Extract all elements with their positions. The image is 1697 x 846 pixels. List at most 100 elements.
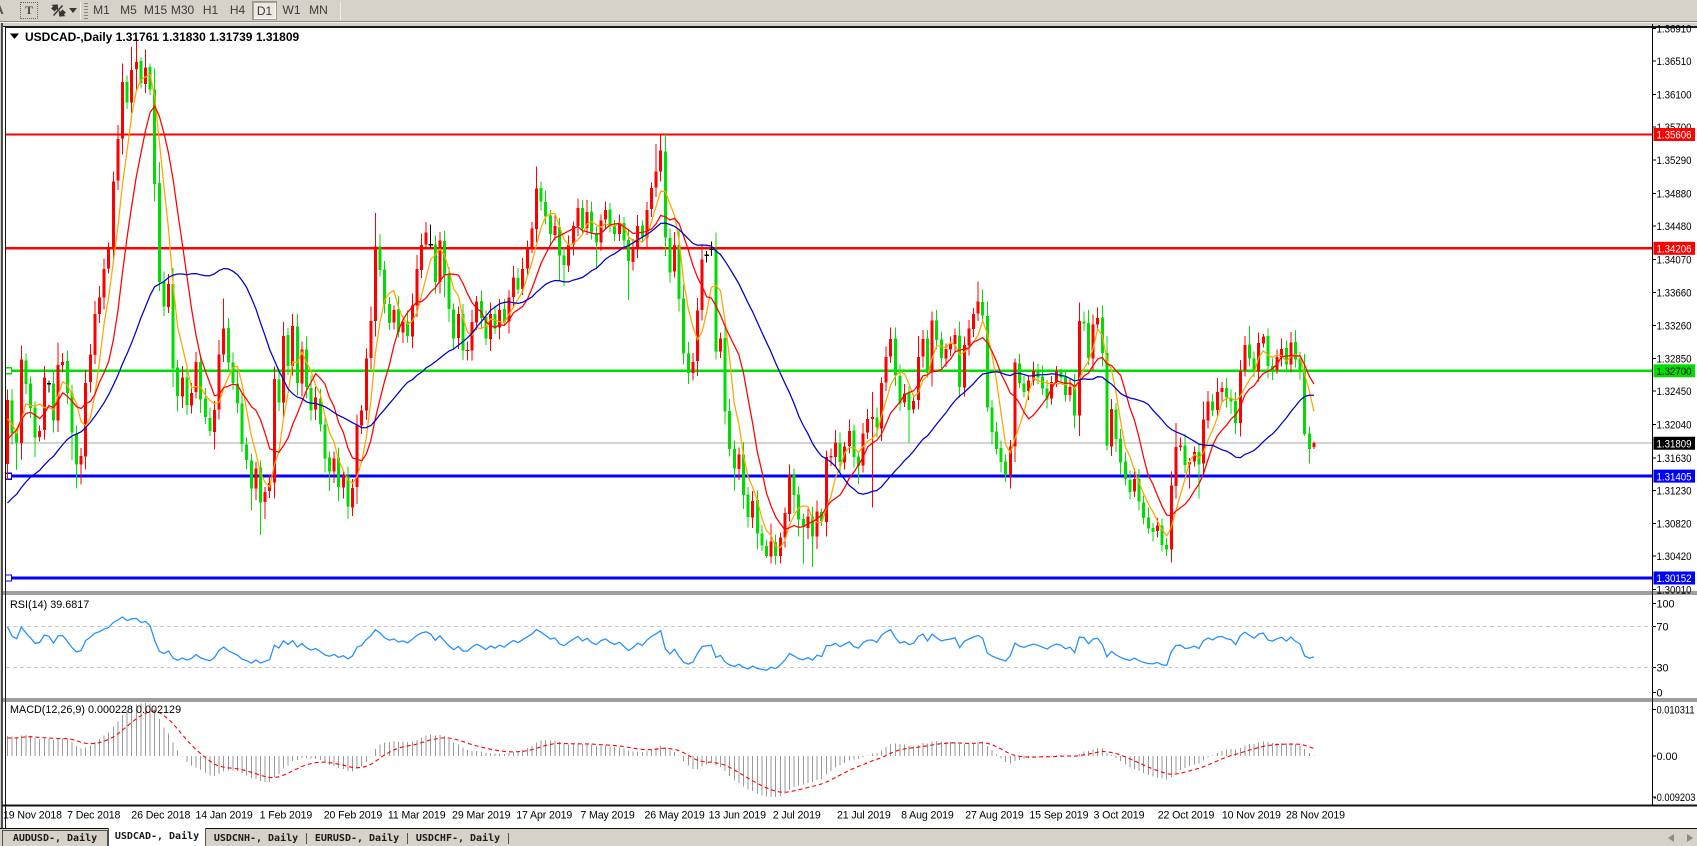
ma-line-sma10 (7, 104, 1315, 531)
date-tick-label: 15 Sep 2019 (1029, 810, 1088, 822)
price-tick-label: 1.36510 (1657, 56, 1692, 68)
date-tick-label: 3 Oct 2019 (1094, 810, 1145, 822)
main-plot-layer (6, 38, 1653, 582)
timeframe-button-h4[interactable]: H4 (229, 3, 246, 17)
timeframe-button-m5[interactable]: M5 (120, 3, 137, 17)
price-tick-label: 1.32450 (1657, 386, 1692, 398)
price-tick-label: 1.30010 (1657, 585, 1692, 597)
tab-audusddaily[interactable]: AUDUSD-, Daily (2, 830, 108, 846)
timeframe-button-m1[interactable]: M1 (93, 3, 110, 17)
partial-letter-icon: A (0, 1, 7, 19)
date-tick-label: 22 Oct 2019 (1158, 810, 1215, 822)
window-border-left-mid (3, 27, 5, 846)
price-tick-label: 1.34070 (1657, 254, 1692, 266)
tab-separator (407, 832, 408, 844)
toolbar-separator-2 (340, 2, 341, 20)
date-tick-label: 29 Mar 2019 (452, 810, 511, 822)
macd-panel-layer (7, 703, 1315, 797)
timeframe-button-d1[interactable]: D1 (252, 1, 277, 20)
rsi-axis-label: 30 (1657, 663, 1669, 675)
date-tick-label: 27 Aug 2019 (965, 810, 1024, 822)
price-tick-label: 1.34480 (1657, 221, 1692, 233)
ma-line-sma5 (7, 73, 1315, 549)
price-tag-bg-1.34206 (1653, 241, 1695, 255)
timeframe-button-m15[interactable]: M15 (143, 3, 168, 17)
price-tick-label: 1.32850 (1657, 354, 1692, 366)
hline-handle-1.31405[interactable] (6, 472, 13, 480)
price-tick-label: 1.30420 (1657, 551, 1692, 563)
macd-axis-label: -0.009203 (1654, 792, 1696, 804)
arrows-tool-icon[interactable] (50, 2, 67, 19)
chart-title: USDCAD-,Daily 1.31761 1.31830 1.31739 1.… (25, 30, 300, 44)
price-tick-label: 1.31630 (1657, 453, 1692, 465)
tab-scroll-left-icon[interactable] (1668, 834, 1674, 842)
arrows-dropdown-caret[interactable] (69, 8, 77, 13)
date-tick-label: 11 Mar 2019 (388, 810, 446, 822)
tab-usdcnhdaily[interactable]: USDCNH-, Daily (213, 833, 299, 844)
date-tick-label: 28 Nov 2019 (1286, 810, 1345, 822)
hline-handle-1.30152[interactable] (6, 574, 13, 582)
toolbar-separator (80, 2, 81, 20)
price-tick-label: 1.30820 (1657, 519, 1692, 531)
window-border-left-inner (4, 27, 6, 846)
tab-usdchfdaily[interactable]: USDCHF-, Daily (415, 833, 501, 844)
price-tick-label: 1.36910 (1657, 23, 1692, 35)
price-tag-1.30152: 1.30152 (1657, 573, 1692, 585)
price-tick-label: 1.32040 (1657, 419, 1692, 431)
tab-usdcaddaily[interactable]: USDCAD-, Daily (108, 828, 206, 846)
rsi-panel-layer (6, 616, 1653, 671)
price-tag-1.34206: 1.34206 (1657, 244, 1692, 256)
tab-group: USDCNH-, Daily EURUSD-, Daily USDCHF-, Dai… (206, 831, 516, 846)
date-tick-label: 7 Dec 2018 (67, 810, 120, 822)
rsi-label: RSI(14) 39.6817 (10, 599, 89, 611)
macd-label: MACD(12,26,9) 0.000228 0.002129 (10, 704, 181, 716)
date-tick-label: 26 May 2019 (645, 810, 705, 822)
price-tick-label: 1.31230 (1657, 485, 1692, 497)
price-tag-1.31809: 1.31809 (1657, 438, 1692, 450)
date-tick-label: 14 Jan 2019 (195, 810, 252, 822)
macd-axis-label: 0.00 (1657, 751, 1678, 763)
rsi-line (6, 616, 1315, 671)
macd-signal-line (7, 710, 1315, 793)
toolbar-grip[interactable] (84, 3, 88, 19)
date-tick-label: 8 Aug 2019 (901, 810, 954, 822)
hline-handle-1.32700[interactable] (6, 367, 13, 375)
tab-separator (306, 832, 307, 844)
date-tick-label: 10 Nov 2019 (1222, 810, 1281, 822)
price-tag-1.32700: 1.32700 (1657, 366, 1692, 378)
timeframe-button-mn[interactable]: MN (309, 3, 328, 17)
tab-eurusddaily[interactable]: EURUSD-, Daily (314, 833, 400, 844)
price-tick-label: 1.33260 (1657, 320, 1692, 332)
timeframe-button-w1[interactable]: W1 (282, 3, 301, 17)
timeframe-button-h1[interactable]: H1 (202, 3, 219, 17)
rsi-axis-label: 100 (1657, 599, 1675, 611)
date-tick-label: 26 Dec 2018 (131, 810, 190, 822)
text-tool-button[interactable]: T (20, 2, 38, 19)
symbol-dropdown-icon[interactable] (10, 33, 19, 40)
date-tick-label: 21 Jul 2019 (837, 810, 891, 822)
price-tag-bg-1.35606 (1653, 128, 1695, 141)
window-border-left-outer (1, 23, 3, 846)
timeframe-button-m30[interactable]: M30 (170, 3, 195, 17)
price-tag-bg-1.31809 (1653, 436, 1695, 450)
price-tick-label: 1.35290 (1657, 155, 1692, 167)
date-tick-label: 19 Nov 2018 (3, 810, 62, 822)
date-tick-label: 2 Jul 2019 (773, 810, 821, 822)
chart-title-row: USDCAD-,Daily 1.31761 1.31830 1.31739 1.… (10, 30, 300, 44)
price-tag-bg-1.31405 (1653, 469, 1695, 483)
tab-scroll-right-icon[interactable] (1687, 834, 1693, 842)
price-tag-bg-1.32700 (1653, 364, 1695, 378)
candles-layer (6, 38, 1316, 567)
date-tick-label: 7 May 2019 (580, 810, 635, 822)
price-tag-bg-1.30152 (1653, 571, 1695, 585)
price-tag-1.35606: 1.35606 (1657, 130, 1692, 142)
rsi-axis-label: 70 (1657, 622, 1669, 634)
price-tag-1.31405: 1.31405 (1657, 471, 1692, 483)
ma-line-sma30 (7, 222, 1314, 504)
chart-tab-bar: AUDUSD-, Daily USDCAD-, Daily USDCNH-, Dai… (0, 828, 1697, 846)
date-tick-label: 1 Feb 2019 (260, 810, 313, 822)
date-tick-label: 20 Feb 2019 (324, 810, 383, 822)
